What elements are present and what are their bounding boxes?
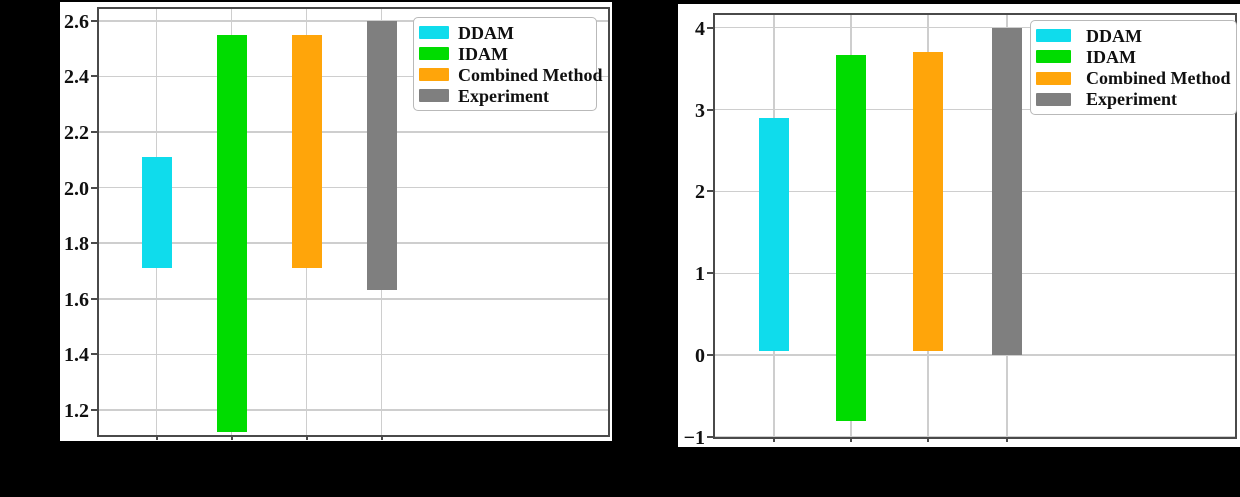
bar-idam: [216, 34, 247, 433]
legend-item-combined-method: Combined Method: [414, 66, 603, 84]
legend-label: Experiment: [1086, 89, 1177, 110]
y-tick-label: 2.6: [64, 10, 89, 33]
y-gridline: [97, 186, 608, 189]
y-gridline: [97, 242, 608, 244]
x-tick-mark: [380, 435, 383, 440]
legend-item-ddam: DDAM: [414, 22, 596, 43]
y-tick-mark: [91, 131, 97, 134]
y-tick-mark: [707, 190, 713, 193]
y-tick-mark: [91, 75, 97, 78]
legend-swatch-idam: [419, 47, 449, 60]
y-gridline: [713, 272, 1235, 275]
legend-label: Combined Method: [1086, 68, 1231, 89]
legend-label: DDAM: [1086, 25, 1142, 46]
y-tick-mark: [707, 26, 713, 29]
y-gridline: [97, 298, 608, 300]
y-tick-mark: [91, 19, 97, 22]
bar-combined-method: [291, 34, 322, 269]
legend: DDAM IDAM Combined Method Experiment: [1030, 20, 1237, 115]
legend-swatch-ddam: [419, 26, 449, 39]
legend-swatch-idam: [1036, 50, 1071, 64]
y-tick-mark: [707, 272, 713, 275]
y-tick-mark: [707, 108, 713, 111]
chart-right-range-bars: 4 3 2 1 0 −1 DDAM IDAM Combined Method Experiment: [678, 4, 1240, 448]
legend-item-experiment: Experiment: [1031, 89, 1236, 110]
y-tick-label: 1.8: [64, 233, 89, 256]
legend-item-idam: IDAM: [414, 43, 596, 64]
y-gridline: [713, 190, 1235, 193]
legend-swatch-experiment: [419, 89, 449, 102]
x-tick-mark: [230, 435, 233, 440]
y-tick-label: 3: [695, 99, 705, 122]
legend-label: Combined Method: [458, 64, 603, 85]
legend-label: Experiment: [458, 85, 549, 106]
y-gridline: [713, 354, 1235, 356]
legend-label: IDAM: [458, 43, 508, 64]
y-tick-mark: [707, 354, 713, 357]
y-gridline: [97, 353, 608, 356]
y-gridline: [713, 108, 1235, 111]
y-gridline: [713, 26, 1235, 29]
legend-swatch-combined-method: [1036, 71, 1071, 85]
y-tick-label: 4: [695, 17, 705, 40]
y-tick-label: 2: [695, 181, 705, 204]
y-tick-mark: [91, 186, 97, 189]
legend-item-idam: IDAM: [1031, 46, 1236, 67]
y-tick-mark: [91, 353, 97, 356]
y-tick-label: 2.2: [64, 122, 89, 145]
bar-idam: [836, 54, 866, 421]
x-tick-mark: [927, 437, 929, 442]
y-tick-label: 2.4: [64, 66, 89, 89]
legend-item-ddam: DDAM: [1031, 25, 1236, 46]
y-gridline: [97, 131, 608, 133]
y-tick-label: 1: [695, 263, 705, 286]
y-tick-label: 1.2: [64, 399, 89, 422]
legend-swatch-ddam: [1036, 29, 1071, 43]
y-tick-label: 2.0: [64, 177, 89, 200]
x-tick-mark: [773, 437, 775, 442]
bar-combined-method: [913, 52, 943, 352]
chart-left-range-bars: 2.6 2.4 2.2 2.0 1.8 1.6 1.4 1.2 DDAM IDAM Combined…: [60, 2, 612, 441]
legend-item-experiment: Experiment: [414, 85, 596, 106]
y-tick-mark: [707, 436, 713, 438]
x-tick-mark: [850, 437, 852, 442]
legend-label: IDAM: [1086, 46, 1136, 67]
bar-ddam: [759, 117, 789, 352]
bar-ddam: [141, 157, 172, 269]
legend-label: DDAM: [458, 22, 514, 43]
bar-experiment: [992, 27, 1022, 356]
bar-experiment: [366, 20, 397, 291]
y-gridline: [97, 75, 608, 78]
plot-frame: [713, 13, 1237, 439]
y-tick-label: 1.6: [64, 288, 89, 311]
x-tick-mark: [1006, 437, 1008, 442]
y-tick-mark: [91, 242, 97, 245]
plot-frame: [97, 7, 610, 437]
y-gridline: [97, 409, 608, 411]
legend-swatch-experiment: [1036, 92, 1071, 106]
y-tick-mark: [91, 297, 97, 300]
y-tick-label: 0: [695, 345, 705, 368]
y-tick-mark: [91, 408, 97, 411]
legend-swatch-combined-method: [419, 68, 449, 81]
legend-item-combined-method: Combined Method: [1031, 68, 1236, 89]
x-tick-mark: [305, 435, 308, 440]
y-tick-label: −1: [683, 427, 705, 449]
y-tick-label: 1.4: [64, 344, 89, 367]
x-tick-mark: [155, 435, 158, 440]
y-gridline: [97, 20, 608, 22]
legend: DDAM IDAM Combined Method Experiment: [413, 17, 603, 111]
